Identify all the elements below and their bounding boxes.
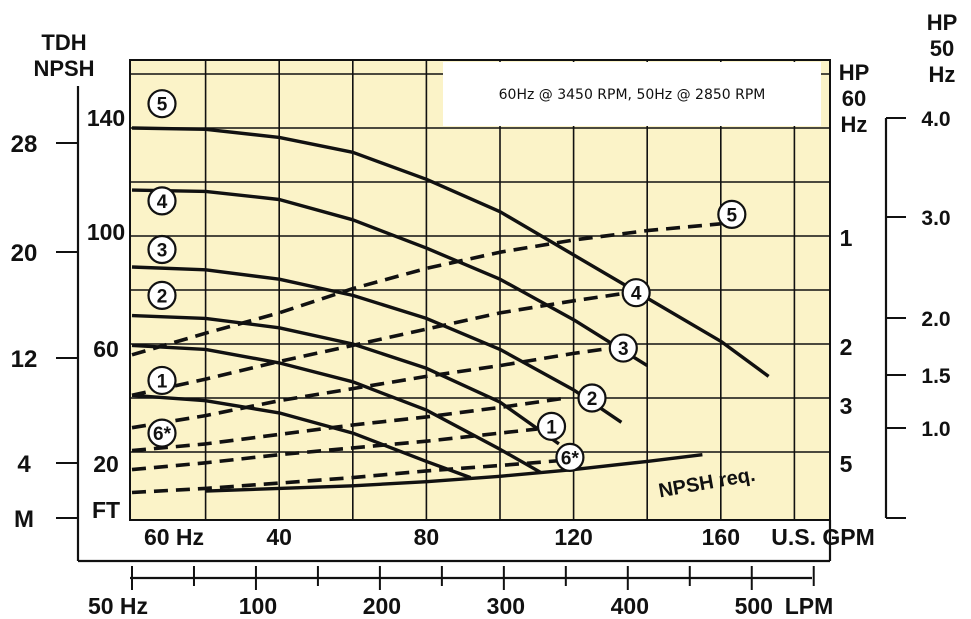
lpm-frequency-label: 50 Hz [88, 593, 148, 619]
curve-marker-label: 4 [157, 192, 168, 213]
npsh-required-curve [205, 453, 703, 493]
curve-marker-label: 6* [153, 424, 172, 445]
feet-tick-label: 100 [87, 219, 125, 245]
curve-marker-label: 1 [157, 371, 168, 392]
lpm-tick-label: 300 [487, 593, 525, 619]
head-curve-6star [131, 393, 472, 480]
head-curve-4 [131, 188, 649, 368]
hp60-axis-title: Hz [841, 112, 868, 137]
gpm-frequency-label: 60 Hz [144, 524, 204, 550]
curve-marker-circle [717, 199, 747, 229]
hp-curve-6star [131, 458, 567, 495]
feet-tick-label: 60 [93, 336, 119, 362]
hp60-axis-title: 60 [842, 86, 866, 111]
meters-unit-label: M [14, 506, 34, 533]
curve-marker-label: 2 [587, 389, 598, 410]
feet-tick-label: 140 [87, 105, 125, 131]
lpm-tick-label: 400 [611, 593, 649, 619]
curve-marker-label: 5 [727, 205, 738, 226]
lpm-unit-label: LPM [785, 593, 834, 619]
curve-marker-label: 2 [157, 286, 168, 307]
hp60-tick-label: 1 [840, 225, 853, 251]
hp-curve-4 [131, 290, 630, 398]
curve-marker-label: 4 [631, 284, 642, 305]
gpm-tick-label: 120 [554, 524, 592, 550]
gpm-unit-label: U.S. GPM [771, 524, 875, 550]
series-lines [131, 126, 770, 495]
meters-tick-label: 20 [11, 240, 38, 267]
hp50-tick-label: 4.0 [921, 108, 950, 131]
hp-curve-1 [131, 427, 537, 472]
curve-marker-label: 6* [561, 448, 580, 469]
hp50-tick-label: 3.0 [921, 207, 950, 230]
gpm-tick-label: 80 [414, 524, 440, 550]
meters-tick-label: 4 [17, 451, 31, 478]
hp50-tick-label: 1.5 [921, 365, 951, 388]
hp60-axis-title: HP [839, 60, 870, 85]
curve-marker-circle [147, 365, 177, 396]
curve-marker-circle [621, 278, 651, 308]
curve-marker-circle [147, 186, 177, 216]
hp50-axis-title: Hz [929, 62, 956, 87]
hp60-tick-label: 5 [840, 451, 853, 477]
lpm-tick-label: 500 [735, 593, 773, 619]
hp60-tick-label: 3 [840, 393, 853, 419]
tdh-axis-title: TDH [41, 30, 86, 55]
curve-marker-circle [147, 418, 177, 448]
hp-curve-5 [131, 222, 721, 357]
gpm-tick-label: 40 [266, 524, 292, 550]
hp50-axis-title: HP [927, 10, 958, 35]
hp50-tick-label: 2.0 [921, 308, 950, 331]
hp50-axis-title: 50 [930, 36, 954, 61]
meters-tick-label: 12 [11, 346, 38, 373]
meters-tick-label: 28 [11, 131, 38, 158]
curve-marker-label: 3 [157, 241, 168, 262]
curve-marker-label: 1 [546, 417, 557, 438]
gpm-tick-label: 160 [702, 524, 740, 550]
axes [56, 86, 906, 590]
head-curve-5 [131, 126, 770, 378]
curve-marker-label: 5 [157, 95, 168, 116]
chart-subtitle: 60Hz @ 3450 RPM, 50Hz @ 2850 RPM [499, 87, 766, 103]
hp50-tick-label: 1.0 [921, 418, 950, 441]
subtitle-box [443, 62, 821, 126]
axis-labels: 2820124MTDHNPSH1401006020FTHP60Hz5321HP5… [11, 10, 958, 619]
curve-marker-circle [147, 89, 177, 119]
hp60-tick-label: 2 [840, 334, 853, 360]
curve-marker-circle [555, 442, 585, 472]
curve-marker-circle [147, 280, 177, 310]
head-curve-1 [131, 343, 542, 474]
lpm-tick-label: 200 [363, 593, 401, 619]
curve-marker-circle [577, 383, 607, 413]
curve-marker-circle [147, 234, 177, 265]
curve-marker-circle [536, 411, 567, 441]
curve-marker-label: 3 [618, 339, 629, 360]
feet-tick-label: 20 [93, 451, 119, 477]
hp-curve-2 [131, 396, 567, 453]
head-curve-3 [131, 265, 623, 424]
npsh-axis-title: NPSH [33, 56, 94, 81]
feet-unit-label: FT [92, 497, 120, 523]
lpm-tick-label: 100 [239, 593, 277, 619]
curve-marker-circle [608, 333, 638, 363]
